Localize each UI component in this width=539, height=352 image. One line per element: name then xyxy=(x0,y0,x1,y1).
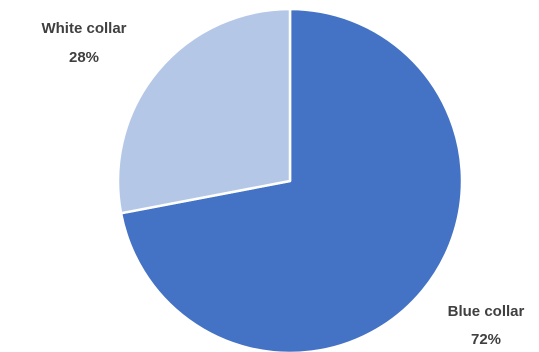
label-white-collar-name: White collar xyxy=(41,20,126,37)
pie-labels: White collar 28% Blue collar 72% xyxy=(41,20,524,348)
pie-slices xyxy=(116,7,464,352)
pie-slice-white-collar xyxy=(116,7,292,215)
label-white-collar-percent: 28% xyxy=(69,49,99,66)
pie-slice-blue-collar xyxy=(119,7,464,352)
label-blue-collar-name: Blue collar xyxy=(448,303,525,320)
label-blue-collar-percent: 72% xyxy=(471,331,501,348)
